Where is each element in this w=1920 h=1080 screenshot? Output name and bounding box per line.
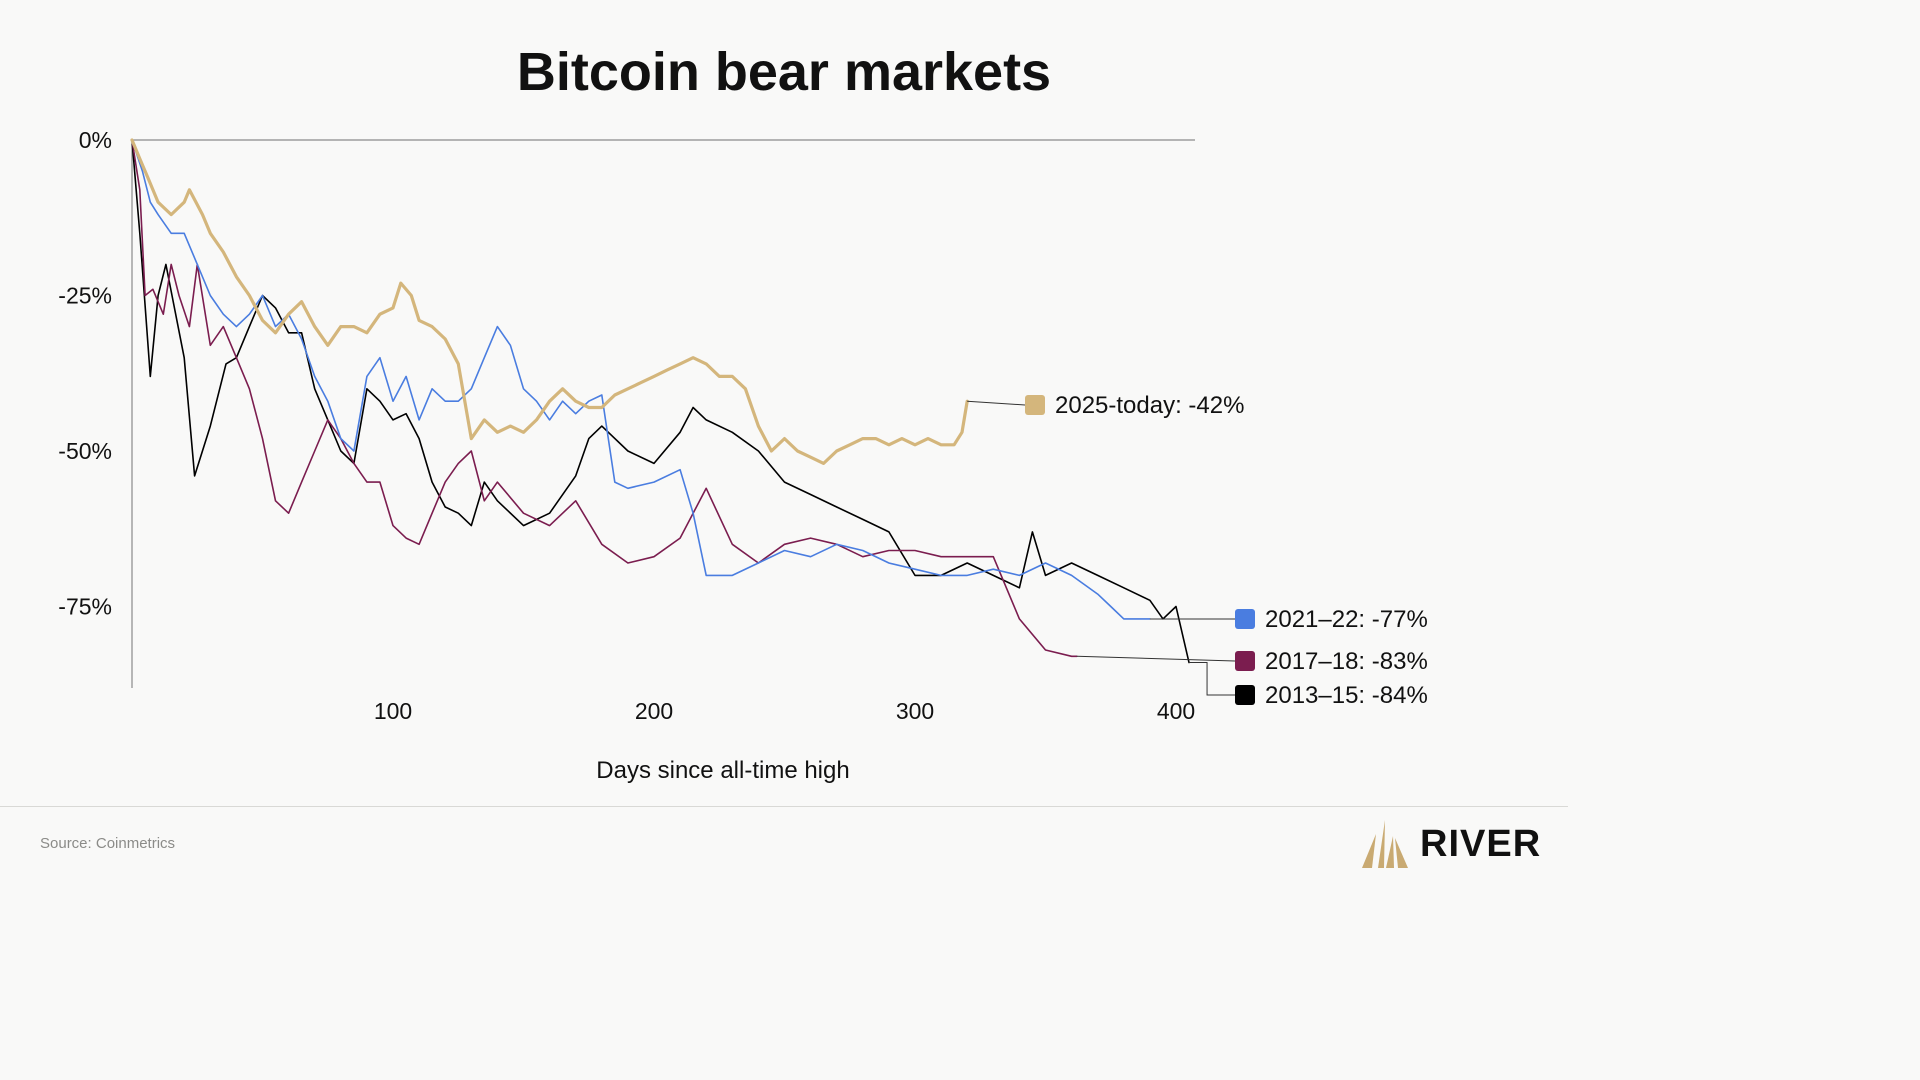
legend-label-2021-22: 2021–22: -77%	[1265, 606, 1428, 633]
series-line-2013-15	[131, 139, 1190, 664]
series-line-2025-today	[130, 138, 969, 465]
legend-swatch-2017-18	[1235, 651, 1255, 671]
legend-label-2013-15: 2013–15: -84%	[1265, 682, 1428, 709]
series-labels: 2013–15: -84% 2017–18: -83% 2021–22: -77% 2…	[967, 392, 1428, 709]
y-tick-label: -50%	[58, 438, 112, 464]
river-logo: RIVER	[1362, 820, 1541, 868]
footer-divider	[0, 806, 1568, 807]
x-tick-label: 200	[635, 698, 673, 724]
river-logo-text: RIVER	[1420, 822, 1542, 865]
leader-line-2013-15	[1189, 661, 1235, 696]
x-tick-label: 100	[374, 698, 412, 724]
chart-title: Bitcoin bear markets	[517, 42, 1051, 102]
legend-swatch-2021-22	[1235, 609, 1255, 629]
legend-swatch-2025-today	[1025, 395, 1045, 415]
river-logo-mark-icon	[1362, 820, 1408, 868]
x-axis-label: Days since all-time high	[596, 757, 849, 784]
legend-label-2025-today: 2025-today: -42%	[1055, 392, 1244, 419]
y-tick-label: 0%	[79, 127, 112, 153]
legend-label-2017-18: 2017–18: -83%	[1265, 648, 1428, 675]
y-tick-label: -25%	[58, 283, 112, 309]
leader-line-2017-18	[1076, 655, 1236, 662]
x-tick-label: 300	[896, 698, 934, 724]
series-line-2017-18	[131, 139, 1078, 658]
source-note: Source: Coinmetrics	[40, 835, 176, 852]
chart-svg: Bitcoin bear markets 0% -25% -50% -75% 100 20…	[58, 42, 1428, 784]
x-tick-label: 400	[1157, 698, 1195, 724]
y-tick-label: -75%	[58, 594, 112, 620]
series-line-2021-22	[131, 139, 1151, 620]
axes: 0% -25% -50% -75% 100 200 300 400	[58, 127, 1195, 724]
legend-swatch-2013-15	[1235, 685, 1255, 705]
leader-line-2025-today	[967, 400, 1026, 406]
series-lines	[130, 138, 1190, 664]
